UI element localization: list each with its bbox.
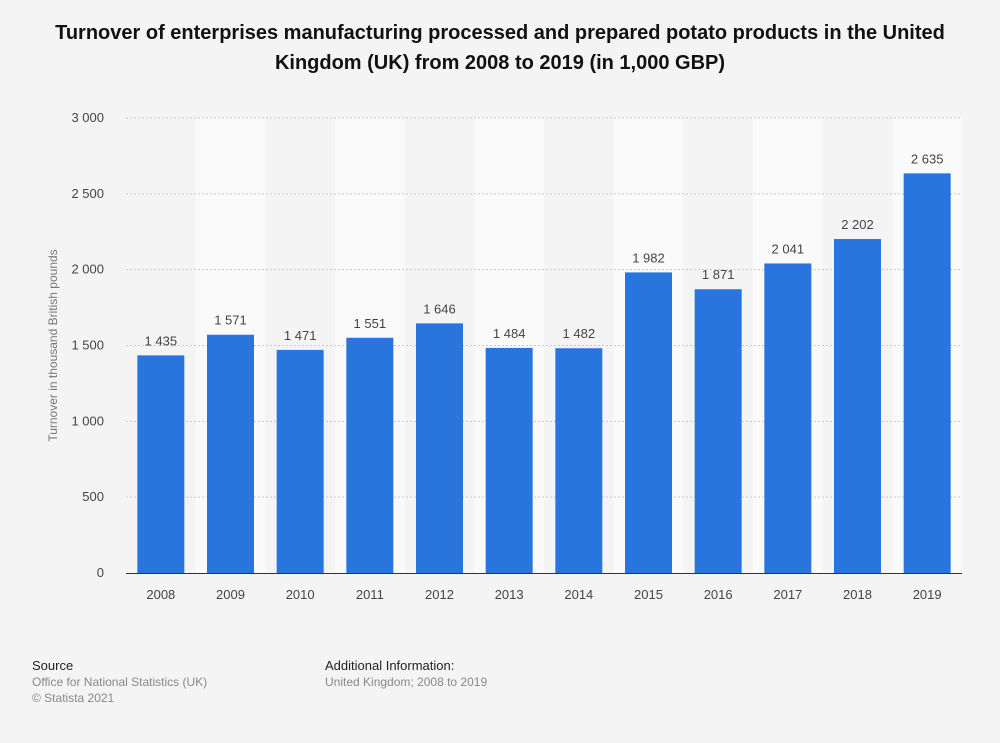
y-tick-label: 1 500	[71, 338, 104, 353]
data-label: 2 635	[911, 151, 944, 166]
data-label: 1 435	[145, 333, 178, 348]
data-label: 2 041	[772, 241, 805, 256]
y-tick-label: 2 500	[71, 186, 104, 201]
source-block: Source Office for National Statistics (U…	[32, 658, 207, 706]
x-tick-label: 2018	[843, 587, 872, 602]
bar-2012	[416, 323, 463, 573]
additional-info-heading: Additional Information:	[325, 658, 455, 673]
x-tick-label: 2011	[356, 587, 384, 602]
bar-2011	[346, 337, 394, 573]
y-tick-label: 500	[82, 489, 104, 504]
x-tick-labels: 2008 2009 2010 2011 2012 2013 2014 2015 2016 2017…	[146, 587, 941, 602]
data-label: 2 202	[841, 217, 874, 232]
data-label: 1 871	[702, 267, 735, 282]
bars	[137, 173, 951, 573]
data-label: 1 646	[423, 301, 456, 316]
bar-2019	[903, 173, 951, 573]
y-tick-label: 1 000	[71, 413, 104, 428]
source-text[interactable]: Office for National Statistics (UK)	[32, 675, 208, 689]
bar-2009	[207, 334, 254, 573]
bar-2014	[555, 348, 603, 573]
bar-2017	[764, 263, 812, 573]
x-tick-label: 2013	[495, 587, 524, 602]
x-tick-label: 2010	[286, 587, 315, 602]
chart-title: Turnover of enterprises manufacturing pr…	[55, 22, 945, 74]
y-tick-label: 0	[97, 565, 104, 580]
data-label: 1 982	[632, 250, 665, 265]
bar-2016	[694, 289, 742, 573]
x-tick-label: 2009	[216, 587, 245, 602]
source-heading: Source	[32, 658, 74, 673]
bar-2015	[625, 272, 672, 573]
bar-2013	[485, 347, 533, 573]
y-tick-labels: 0 500 1 000 1 500 2 000 2 500 3 000	[71, 110, 104, 580]
copyright-text: © Statista 2021	[32, 691, 115, 705]
x-tick-label: 2008	[146, 587, 175, 602]
data-label: 1 571	[214, 313, 247, 328]
data-labels: 1 435 1 571 1 471 1 551 1 646 1 484 1 482 1 982…	[145, 151, 944, 348]
data-label: 1 471	[284, 328, 317, 343]
x-tick-label: 2019	[913, 587, 942, 602]
x-tick-label: 2016	[704, 587, 733, 602]
data-label: 1 551	[354, 316, 387, 331]
bar-2018	[834, 239, 881, 573]
data-label: 1 484	[493, 326, 526, 341]
x-tick-label: 2017	[773, 587, 802, 602]
additional-info-text: United Kingdom; 2008 to 2019	[325, 675, 488, 689]
bar-2008	[137, 355, 185, 573]
data-label: 1 482	[563, 326, 596, 341]
additional-info-block: Additional Information: United Kingdom; …	[325, 658, 487, 690]
x-tick-label: 2012	[425, 587, 454, 602]
y-tick-label: 2 000	[71, 262, 104, 277]
gridlines	[126, 117, 962, 498]
x-tick-label: 2014	[564, 587, 593, 602]
x-tick-label: 2015	[634, 587, 663, 602]
bar-2010	[276, 349, 324, 573]
y-axis-label: Turnover in thousand British pounds	[46, 249, 60, 441]
y-tick-label: 3 000	[71, 110, 104, 125]
